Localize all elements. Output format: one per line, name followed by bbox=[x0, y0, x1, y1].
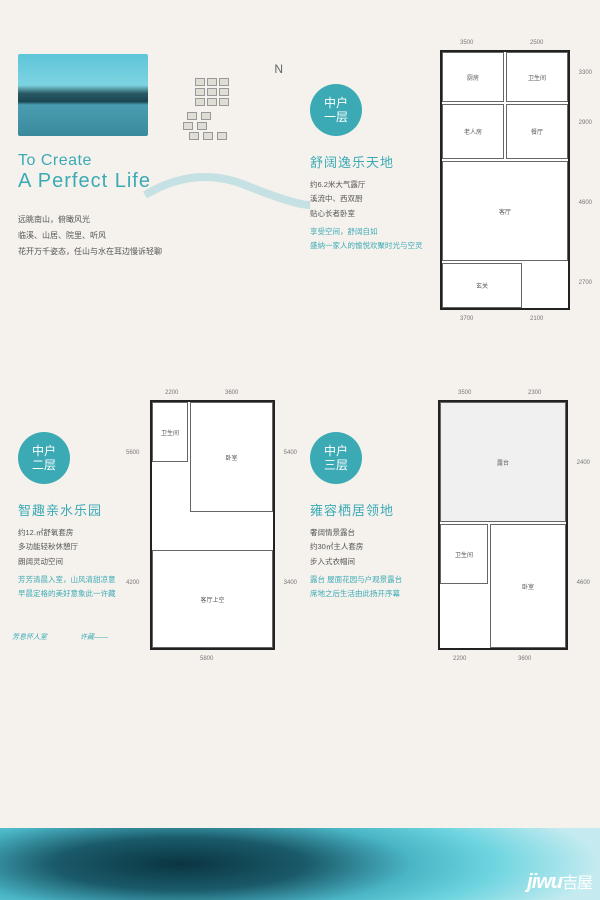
feature-accent: 盛纳一家人的愉悦欢聚时光与空灵 bbox=[310, 239, 423, 253]
brochure-page: To Create A Perfect Life 远眺南山，俯瞰风光 临溪、山居… bbox=[0, 0, 600, 900]
badge-floor-two: 中户 二层 bbox=[18, 432, 70, 484]
feature-accent: 早晨定格的美好意象此一许藏 bbox=[18, 587, 116, 601]
dimension: 3700 bbox=[460, 316, 473, 322]
heading-floor-two: 智趣亲水乐园 bbox=[18, 500, 102, 519]
badge-floor-three: 中户 三层 bbox=[310, 432, 362, 484]
feature-item: 朗阔灵动空间 bbox=[18, 555, 116, 569]
feature-item: 溪流中、西双厨 bbox=[310, 192, 423, 206]
poem-line: 临溪、山居、院里、听风 bbox=[18, 228, 162, 244]
room: 卧室 bbox=[490, 524, 566, 648]
room: 餐厅 bbox=[506, 104, 568, 159]
compass-icon: N bbox=[274, 62, 283, 76]
floorplan-two: 2200 3600 5600 4200 5400 3400 5800 卧室 卫生… bbox=[150, 400, 275, 650]
features-floor-two: 约12.㎡舒氧套房 多功能轻秋休憩厅 朗阔灵动空间 芳芳清晨入室，山风清甜凉意 … bbox=[18, 526, 116, 601]
dimension: 4200 bbox=[126, 580, 139, 586]
dimension: 2300 bbox=[528, 390, 541, 396]
title-line2: A Perfect Life bbox=[18, 170, 151, 193]
water-footer-band bbox=[0, 828, 600, 900]
dimension: 5600 bbox=[126, 450, 139, 456]
dimension: 3400 bbox=[284, 580, 297, 586]
floorplan-one: 3500 2500 3300 2900 4600 2700 3700 2100 … bbox=[440, 50, 570, 310]
feature-item: 奢阔情景露台 bbox=[310, 526, 402, 540]
dimension: 2200 bbox=[453, 656, 466, 662]
dimension: 3500 bbox=[458, 390, 471, 396]
features-floor-three: 奢阔情景露台 约30㎡主人套房 步入式衣帽间 露台 屋面花园与户观景露台 席地之… bbox=[310, 526, 402, 601]
badge-text: 二层 bbox=[32, 458, 56, 472]
room: 卫生间 bbox=[152, 402, 188, 462]
dimension: 4600 bbox=[577, 580, 590, 586]
feature-item: 贴心长者卧室 bbox=[310, 207, 423, 221]
dimension: 2900 bbox=[579, 120, 592, 126]
dimension: 5400 bbox=[284, 450, 297, 456]
room: 卫生间 bbox=[506, 52, 568, 102]
dimension: 2700 bbox=[579, 280, 592, 286]
room: 玄关 bbox=[442, 263, 522, 308]
room: 厨房 bbox=[442, 52, 504, 102]
feature-item: 约12.㎡舒氧套房 bbox=[18, 526, 116, 540]
badge-floor-one: 中户 一层 bbox=[310, 84, 362, 136]
floorplan-three: 3500 2300 2400 4600 2200 3600 露台 卫生间 卧室 bbox=[438, 400, 568, 650]
siteplan-illustration: N bbox=[175, 60, 285, 180]
badge-text: 一层 bbox=[324, 110, 348, 124]
dimension: 2100 bbox=[530, 316, 543, 322]
dimension: 3500 bbox=[460, 40, 473, 46]
badge-text: 中户 bbox=[324, 96, 348, 110]
handwriting-right: 许藏—— bbox=[80, 632, 108, 642]
watermark-logo: jiwu吉屋 bbox=[527, 869, 592, 894]
dimension: 2200 bbox=[165, 390, 178, 396]
dimension: 3600 bbox=[518, 656, 531, 662]
feature-accent: 席地之后生活由此扬开序幕 bbox=[310, 587, 402, 601]
badge-text: 中户 bbox=[32, 444, 56, 458]
handwriting-left: 芳息怀人室 bbox=[12, 632, 47, 642]
feature-item: 约6.2米大气露厅 bbox=[310, 178, 423, 192]
room: 卫生间 bbox=[440, 524, 488, 584]
title-english: To Create A Perfect Life bbox=[18, 152, 151, 193]
room: 老人房 bbox=[442, 104, 504, 159]
dimension: 4600 bbox=[579, 200, 592, 206]
badge-text: 中户 bbox=[324, 444, 348, 458]
feature-accent: 屋面花园与户观景露台 bbox=[327, 575, 402, 584]
poem-text: 远眺南山，俯瞰风光 临溪、山居、院里、听风 花开万千姿态，任山与水在耳边慢诉轻聊 bbox=[18, 212, 162, 260]
feature-item: 约30㎡主人套房 bbox=[310, 540, 402, 554]
title-line1: To Create bbox=[18, 152, 151, 170]
feature-label: 露台 bbox=[310, 575, 325, 584]
heading-floor-one: 舒阔逸乐天地 bbox=[310, 152, 394, 171]
room: 客厅上空 bbox=[152, 550, 273, 648]
feature-item: 多功能轻秋休憩厅 bbox=[18, 540, 116, 554]
feature-accent: 芳芳清晨入室，山风清甜凉意 bbox=[18, 573, 116, 587]
river-curve bbox=[135, 155, 315, 215]
features-floor-one: 约6.2米大气露厅 溪流中、西双厨 贴心长者卧室 享受空间，舒阔自如 盛纳一家人… bbox=[310, 178, 423, 253]
dimension: 2500 bbox=[530, 40, 543, 46]
dimension: 3600 bbox=[225, 390, 238, 396]
room: 客厅 bbox=[442, 161, 568, 261]
watermark-cn: 吉屋 bbox=[562, 875, 592, 892]
room: 露台 bbox=[440, 402, 566, 522]
dimension: 2400 bbox=[577, 460, 590, 466]
heading-floor-three: 雍容栖居领地 bbox=[310, 500, 394, 519]
badge-text: 三层 bbox=[324, 458, 348, 472]
watermark-en: jiwu bbox=[527, 871, 562, 893]
dimension: 5800 bbox=[200, 656, 213, 662]
poem-line: 花开万千姿态，任山与水在耳边慢诉轻聊 bbox=[18, 244, 162, 260]
dimension: 3300 bbox=[579, 70, 592, 76]
feature-accent: 享受空间，舒阔自如 bbox=[310, 225, 423, 239]
feature-item: 步入式衣帽间 bbox=[310, 555, 402, 569]
room: 卧室 bbox=[190, 402, 273, 512]
hero-landscape-photo bbox=[18, 54, 148, 136]
